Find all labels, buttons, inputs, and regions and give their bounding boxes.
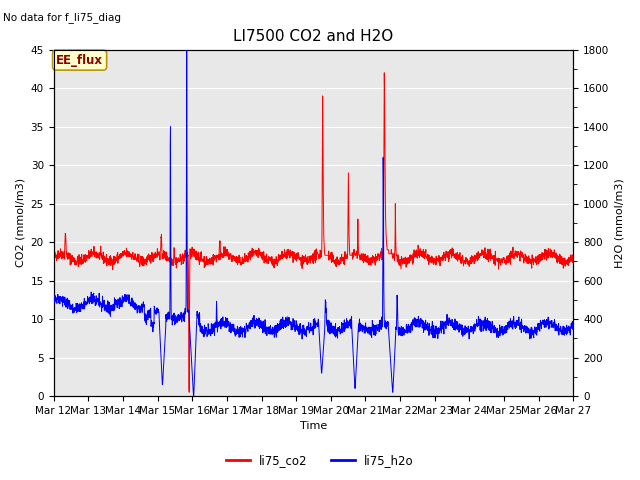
Legend: li75_co2, li75_h2o: li75_co2, li75_h2o [221, 449, 419, 472]
Y-axis label: H2O (mmol/m3): H2O (mmol/m3) [615, 178, 625, 268]
X-axis label: Time: Time [300, 421, 327, 432]
Text: EE_flux: EE_flux [56, 54, 103, 67]
Title: LI7500 CO2 and H2O: LI7500 CO2 and H2O [234, 29, 394, 44]
Y-axis label: CO2 (mmol/m3): CO2 (mmol/m3) [15, 179, 25, 267]
Text: No data for f_li75_diag: No data for f_li75_diag [3, 12, 121, 23]
